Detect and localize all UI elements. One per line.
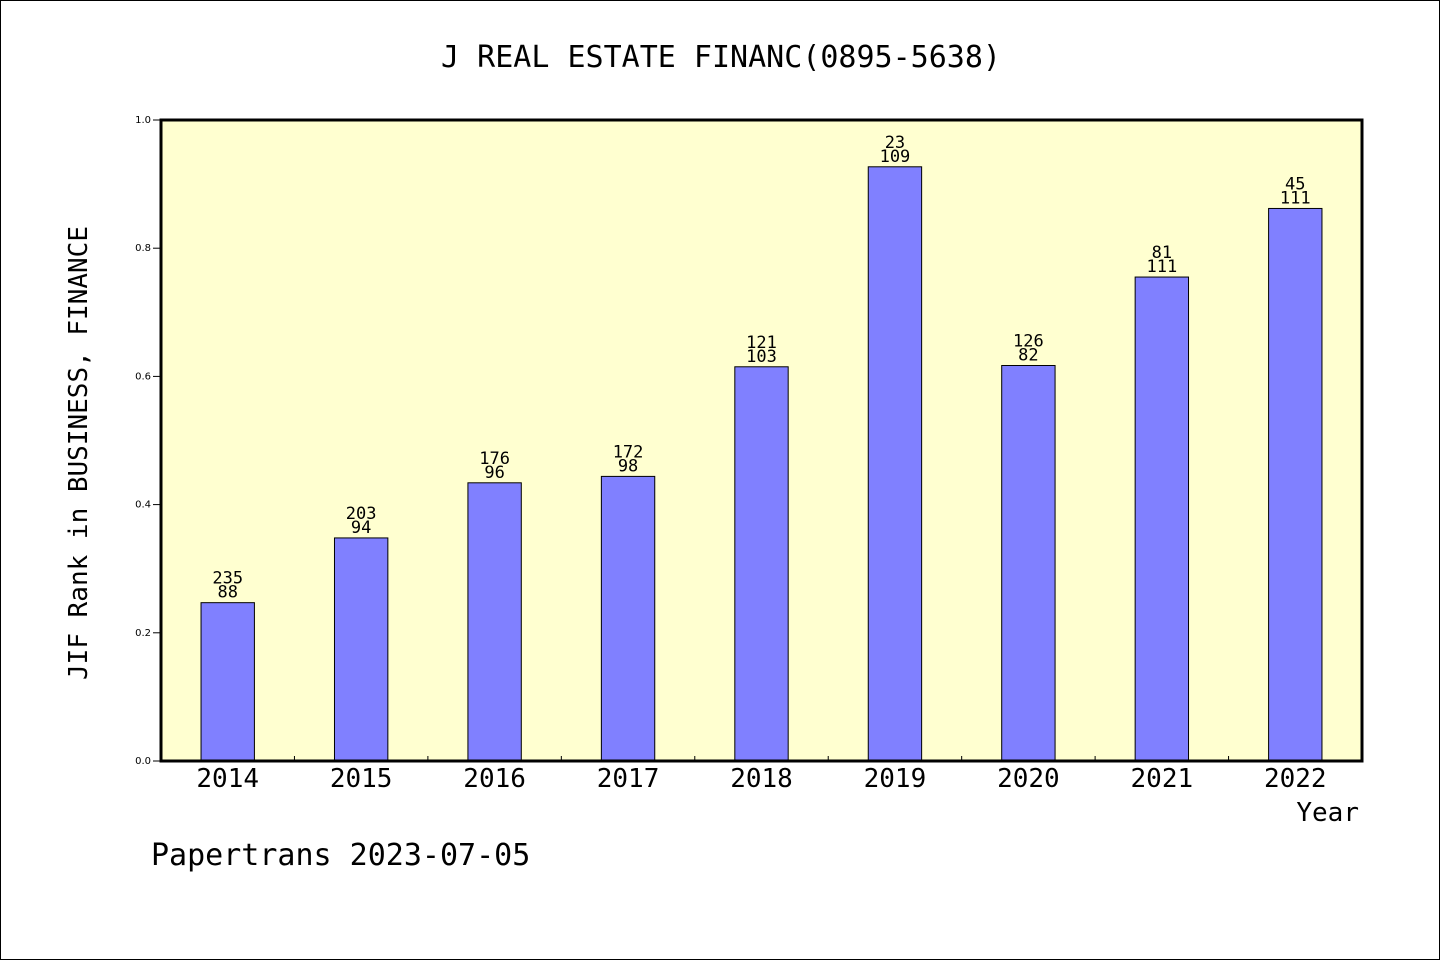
bar-total-label: 103 (746, 347, 777, 367)
bar-2015 (333, 537, 389, 762)
x-tick-label: 2021 (1131, 764, 1194, 794)
plot-border (159, 118, 1364, 763)
bar-rank-label: 23 (885, 133, 905, 153)
bar-2022 (1268, 207, 1323, 762)
bar-rank-label: 45 (1285, 174, 1305, 194)
x-tick-label: 2017 (597, 764, 660, 794)
bar-rank-label: 172 (613, 442, 644, 462)
bar-rank-label: 126 (1013, 332, 1044, 352)
y-tick-label: 0.6 (135, 371, 151, 382)
bar-total-label: 96 (484, 463, 504, 483)
y-tick-label: 0.4 (135, 500, 151, 511)
chart-title: J REAL ESTATE FINANC(0895-5638) (441, 40, 1001, 75)
y-tick-label: 0.8 (135, 243, 151, 254)
x-axis-label: Year (1296, 798, 1359, 828)
bar-total-label: 109 (880, 147, 911, 167)
bar-total-label: 94 (351, 518, 371, 538)
bar-total-label: 98 (618, 456, 638, 476)
bar-total-label: 111 (1146, 257, 1177, 277)
bar-total-label: 111 (1280, 188, 1311, 208)
bar-2018 (734, 366, 789, 762)
bar-labels-group: 2358820394176961729812110323109126828111… (212, 133, 1310, 603)
x-tick-label: 2022 (1264, 764, 1327, 794)
y-tick-label: 1.0 (135, 115, 151, 126)
x-axis: 2014 2015 2016 2017 2018 2019 2020 2021 2022 (196, 756, 1327, 794)
bar-rank-label: 235 (212, 569, 243, 589)
y-tick-label: 0.0 (135, 756, 151, 767)
bar-2017 (600, 475, 656, 762)
bars-group (200, 166, 1323, 762)
x-tick-label: 2014 (196, 764, 259, 794)
bar-total-label: 82 (1018, 346, 1038, 366)
x-tick-label: 2015 (330, 764, 393, 794)
bar-2020 (1001, 365, 1056, 762)
x-tick-label: 2019 (864, 764, 927, 794)
x-tick-label: 2020 (997, 764, 1060, 794)
footer-credit: Papertrans 2023-07-05 (151, 838, 530, 873)
bar-total-label: 88 (217, 583, 237, 603)
bar-2019 (867, 166, 923, 762)
y-axis: 0.0 0.2 0.4 0.6 0.8 1.0 (135, 115, 161, 767)
x-tick-label: 2016 (463, 764, 526, 794)
bar-rank-label: 121 (746, 333, 777, 353)
y-tick-label: 0.2 (135, 628, 151, 639)
bar-2014 (200, 602, 255, 762)
bar-rank-label: 81 (1152, 243, 1172, 263)
x-tick-label: 2018 (730, 764, 793, 794)
y-axis-label: JIF Rank in BUSINESS, FINANCE (64, 226, 94, 680)
bar-2021 (1134, 276, 1190, 762)
bar-2016 (467, 482, 522, 762)
bar-rank-label: 203 (346, 504, 377, 524)
bar-rank-label: 176 (479, 449, 510, 469)
